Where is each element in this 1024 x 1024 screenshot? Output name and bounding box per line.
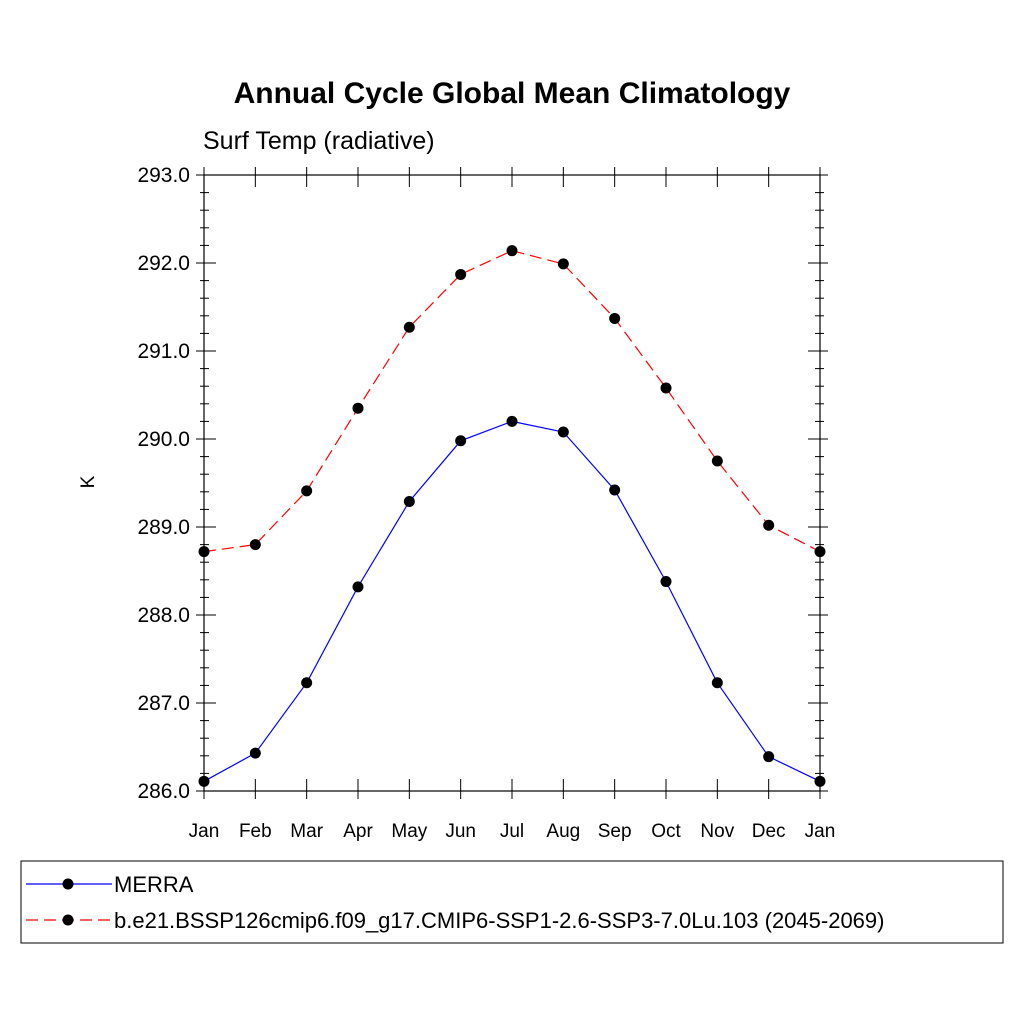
data-point: [506, 245, 518, 257]
series-layer: [198, 245, 826, 787]
data-point: [301, 677, 313, 689]
x-tick-label: Jan: [189, 821, 220, 842]
data-point: [198, 546, 210, 558]
data-point: [711, 455, 723, 467]
chart-title: Annual Cycle Global Mean Climatology: [234, 77, 791, 110]
series-line: [203, 250, 821, 553]
legend-box: [20, 860, 1004, 944]
data-point: [814, 546, 826, 558]
data-point: [814, 775, 826, 787]
y-tick-label: 289.0: [137, 516, 190, 539]
data-point: [198, 775, 210, 787]
data-point: [301, 485, 313, 497]
x-tick-label: May: [391, 821, 427, 842]
data-point: [403, 495, 415, 507]
y-tick-label: 286.0: [137, 780, 190, 803]
x-axis: Jan Feb Mar Apr May Jun Jul Aug Sep Oct Nov Dec Jan: [189, 167, 836, 842]
legend-item: MERRA: [26, 872, 194, 897]
data-point: [506, 415, 518, 427]
y-tick-label: 290.0: [137, 428, 190, 451]
x-tick-label: Mar: [290, 821, 323, 842]
data-point: [660, 576, 672, 588]
legend-item: b.e21.BSSP126cmip6.f09_g17.CMIP6-SSP1-2.…: [26, 908, 884, 933]
data-point: [249, 539, 261, 551]
data-point: [352, 402, 364, 414]
data-point: [403, 321, 415, 333]
data-point: [455, 268, 467, 280]
legend-label: b.e21.BSSP126cmip6.f09_g17.CMIP6-SSP1-2.…: [114, 908, 884, 933]
series-line: [203, 420, 821, 782]
series-merra: [198, 415, 826, 787]
x-tick-label: Sep: [598, 821, 632, 842]
x-tick-label: Jul: [500, 821, 524, 842]
data-point: [352, 581, 364, 593]
x-tick-label: Nov: [700, 821, 734, 842]
legend-marker: [62, 914, 74, 926]
data-point: [660, 382, 672, 394]
legend-marker: [62, 878, 74, 890]
data-point: [763, 519, 775, 531]
data-point: [455, 435, 467, 447]
data-point: [711, 677, 723, 689]
data-point: [763, 751, 775, 763]
chart-subtitle: Surf Temp (radiative): [203, 127, 435, 155]
x-tick-label: Apr: [343, 821, 373, 842]
y-axis-label: K: [78, 475, 99, 488]
series-model: [198, 245, 826, 558]
data-point: [249, 747, 261, 759]
x-tick-label: Dec: [752, 821, 786, 842]
x-tick-label: Aug: [546, 821, 580, 842]
x-tick-label: Jan: [805, 821, 836, 842]
data-point: [609, 484, 621, 496]
x-tick-label: Jun: [445, 821, 476, 842]
data-point: [557, 426, 569, 438]
x-tick-label: Oct: [651, 821, 681, 842]
y-tick-label: 292.0: [137, 252, 190, 275]
data-point: [557, 258, 569, 270]
y-axis: 286.0 287.0 288.0 289.0 290.0 291.0 292.0 293.0: [137, 164, 828, 803]
y-tick-label: 291.0: [137, 340, 190, 363]
data-point: [609, 312, 621, 324]
y-tick-label: 293.0: [137, 164, 190, 187]
y-tick-label: 288.0: [137, 604, 190, 627]
legend: MERRA b.e21.BSSP126cmip6.f09_g17.CMIP6-SS…: [26, 872, 884, 933]
y-tick-label: 287.0: [137, 692, 190, 715]
x-tick-label: Feb: [239, 821, 272, 842]
legend-label: MERRA: [114, 872, 194, 897]
